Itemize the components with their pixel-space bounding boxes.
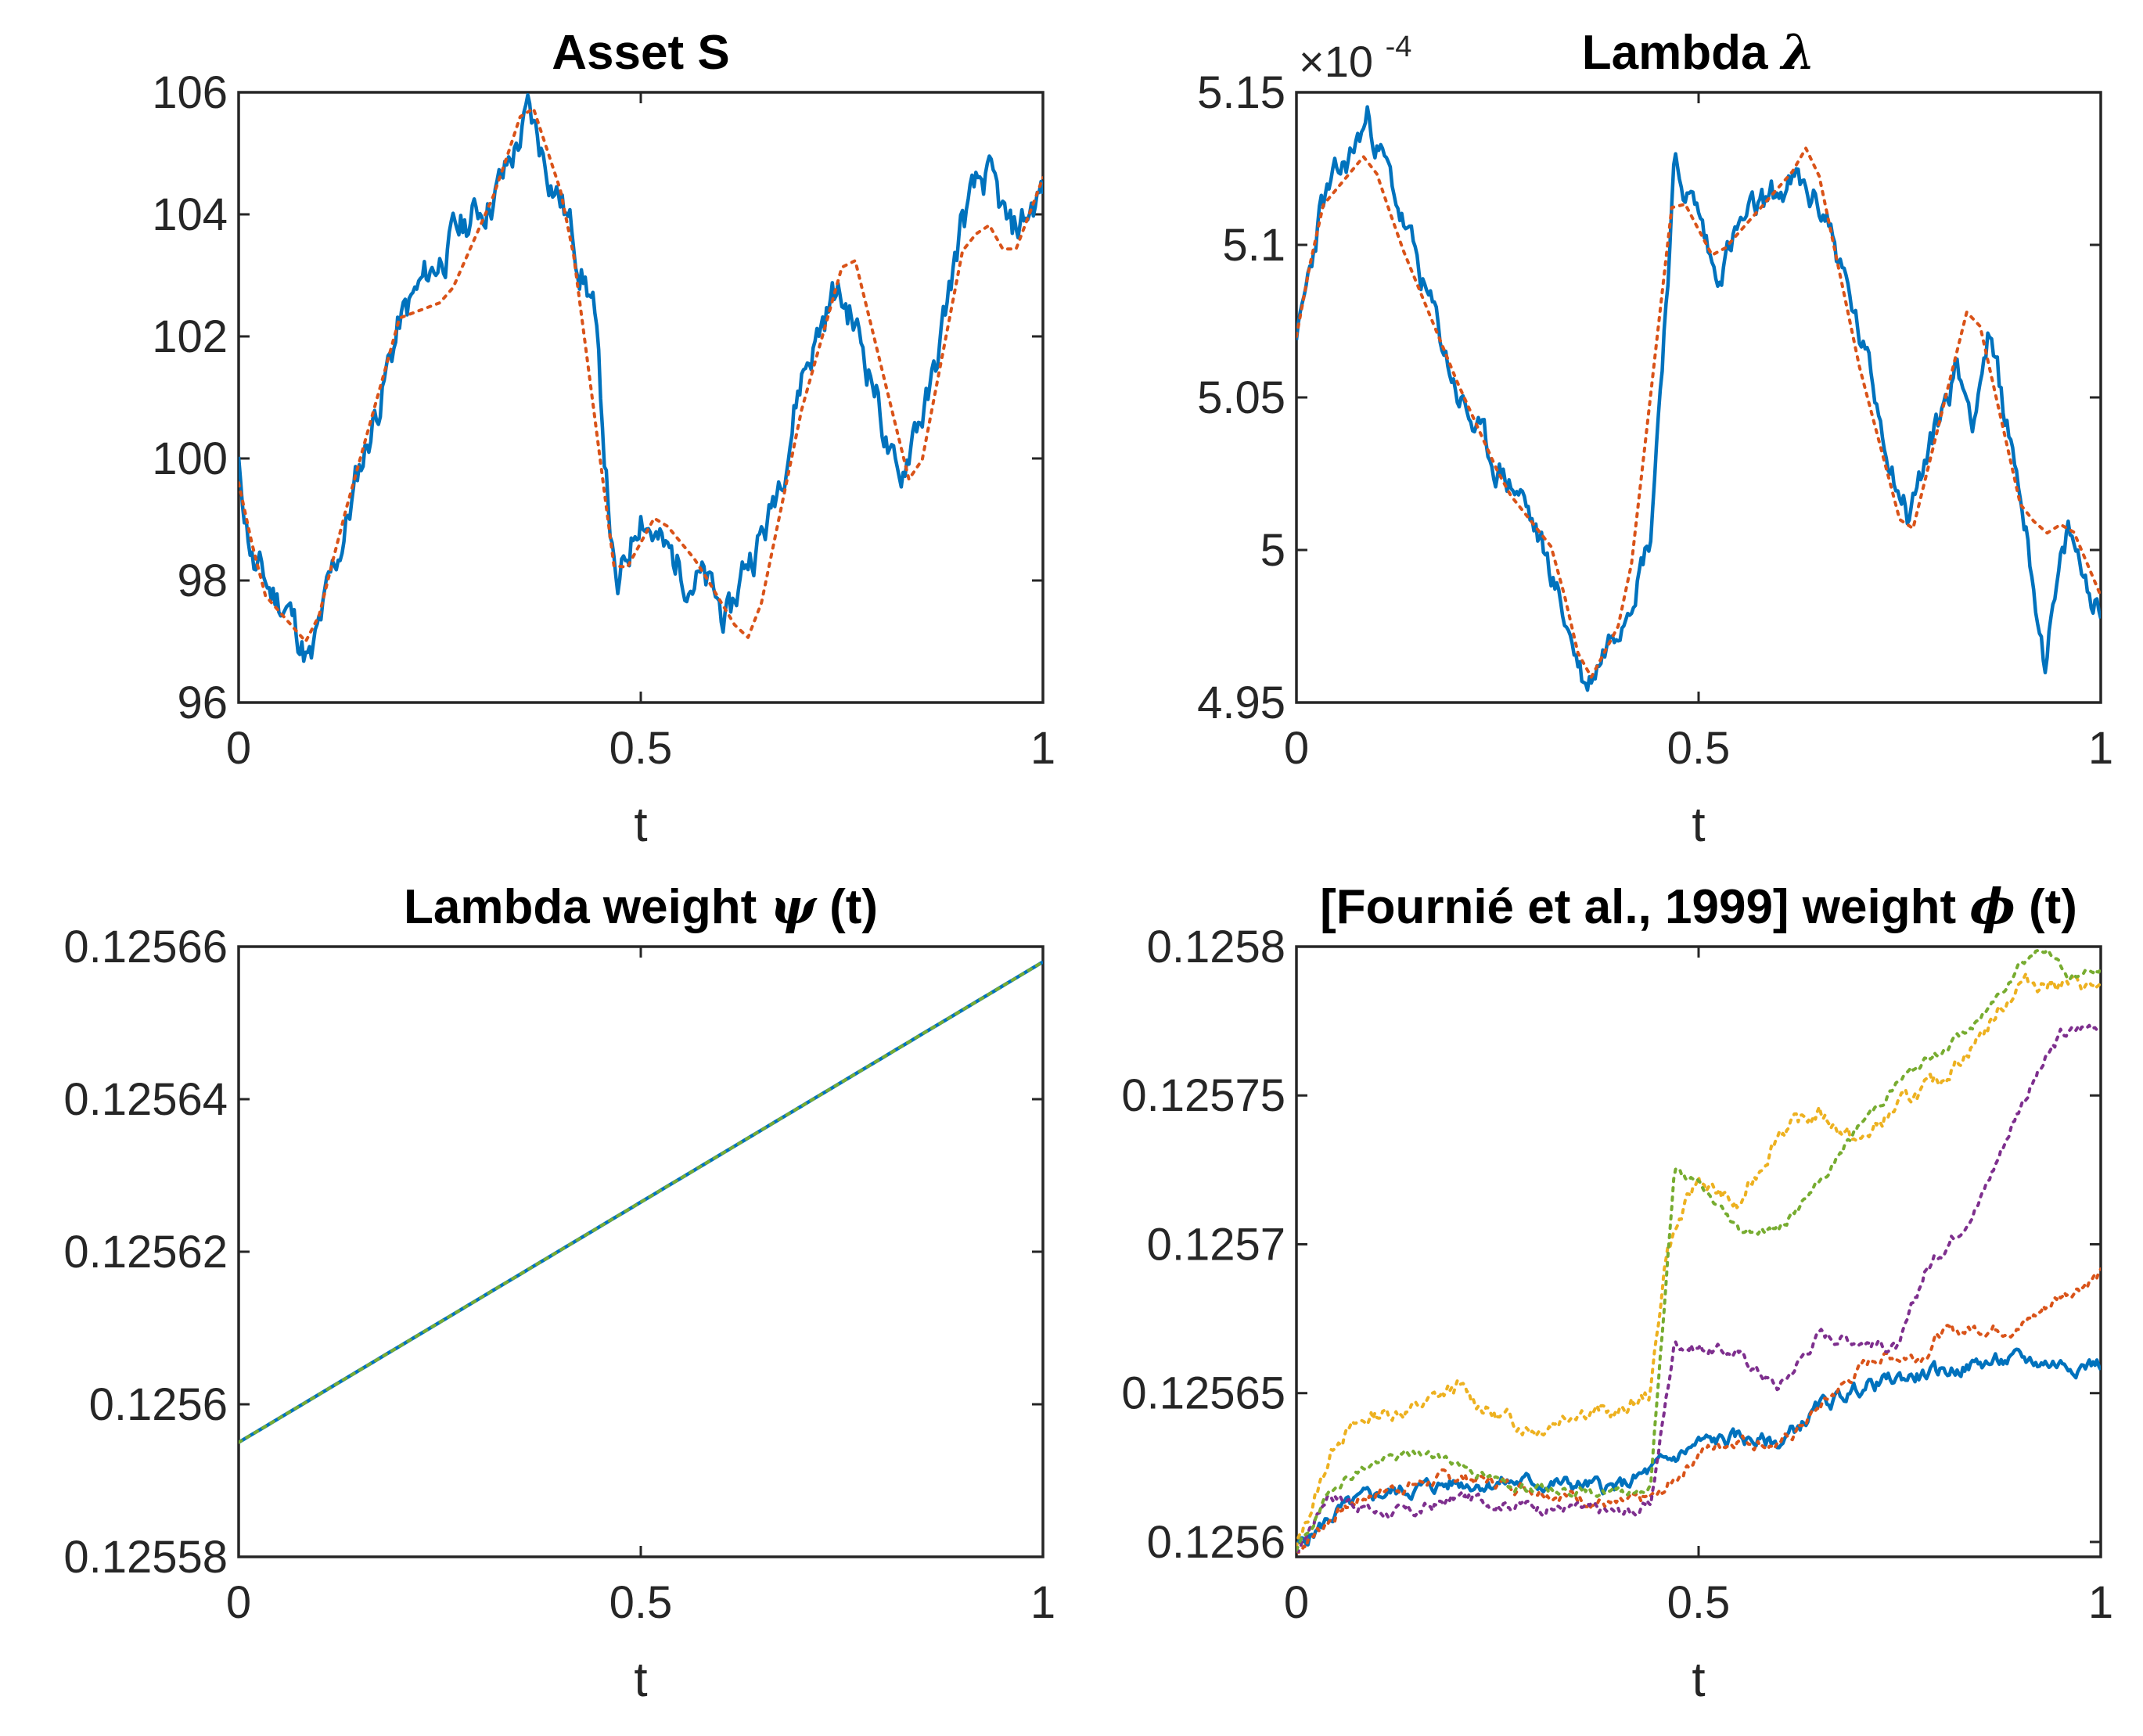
plot-area <box>237 945 1045 1558</box>
series-line-4 <box>1296 1023 2101 1554</box>
panel-lambda: Lambda λ ×10 -4 t 0 0.5 1 4.95 5 5.05 5.… <box>1197 23 2113 852</box>
y-tick-label: 0.1256 <box>89 1379 228 1430</box>
panel-asset-s: Asset S t 0 0.5 1 96 98 100 102 104 106 <box>152 26 1055 852</box>
y-tick-label: 100 <box>152 433 228 484</box>
y-tick-label: 5.1 <box>1222 220 1285 271</box>
y-tick-label: 0.12558 <box>63 1532 228 1583</box>
y-tick-label: 0.1256 <box>1147 1517 1285 1568</box>
x-tick-label: 0 <box>1284 1577 1309 1628</box>
x-axis-label: t <box>634 1653 647 1707</box>
x-ticks: 0 0.5 1 <box>1284 1577 2113 1628</box>
x-tick-label: 1 <box>2088 723 2113 774</box>
y-tick-label: 0.12565 <box>1121 1368 1285 1419</box>
axis-exponent-power: -4 <box>1386 31 1412 63</box>
x-tick-label: 0.5 <box>609 1577 673 1628</box>
series-line-2 <box>1296 1267 2101 1554</box>
chart-title-text: Lambda weight <box>404 880 757 934</box>
chart-title-suffix: (t) <box>2029 880 2077 934</box>
x-axis-label: t <box>1692 798 1705 852</box>
chart-title-text: [Fournié et al., 1999] weight <box>1320 880 1956 934</box>
y-tick-label: 104 <box>152 189 228 240</box>
x-tick-label: 0 <box>226 723 251 774</box>
y-tick-label: 98 <box>177 555 228 606</box>
y-tick-label: 5.05 <box>1197 372 1285 423</box>
chart-title: [Fournié et al., 1999] weight ϕ (t) <box>1320 878 2077 935</box>
psi-symbol: ψ <box>770 878 818 935</box>
y-tick-label: 0.12566 <box>63 922 228 972</box>
series-line-1 <box>1296 1347 2101 1547</box>
chart-title-text: Lambda <box>1582 26 1768 80</box>
panel-lambda-weight: Lambda weight ψ (t) t 0 0.5 1 0.12558 0.… <box>63 878 1055 1707</box>
y-tick-label: 96 <box>177 678 228 728</box>
x-tick-label: 1 <box>1030 1577 1055 1628</box>
y-tick-label: 5 <box>1260 525 1285 576</box>
y-ticks: 0.12558 0.1256 0.12562 0.12564 0.12566 <box>63 922 228 1583</box>
x-tick-label: 1 <box>1030 723 1055 774</box>
chart-title: Asset S <box>552 26 729 80</box>
y-tick-label: 106 <box>152 67 228 118</box>
y-ticks: 96 98 100 102 104 106 <box>152 67 228 728</box>
axis-exponent-base: ×10 <box>1299 37 1373 86</box>
series-line-2 <box>239 960 1043 1444</box>
x-ticks: 0 0.5 1 <box>226 723 1055 774</box>
series-line-1 <box>239 92 1043 663</box>
plot-area <box>237 91 1045 704</box>
x-tick-label: 0 <box>1284 723 1309 774</box>
x-tick-label: 0.5 <box>1667 723 1731 774</box>
plot-area <box>1295 945 2102 1558</box>
y-tick-label: 0.1258 <box>1147 922 1285 972</box>
chart-title-suffix: (t) <box>829 880 878 934</box>
x-axis-label: t <box>634 798 647 852</box>
phi-symbol: ϕ <box>1969 878 2015 935</box>
y-tick-label: 0.12575 <box>1121 1070 1285 1121</box>
tick-marks <box>1295 91 2102 704</box>
x-tick-label: 0.5 <box>1667 1577 1731 1628</box>
series-line-1 <box>1296 105 2101 692</box>
series-lines <box>1296 948 2101 1554</box>
panel-fournie-weight: [Fournié et al., 1999] weight ϕ (t) t 0 … <box>1121 878 2113 1707</box>
series-lines <box>239 960 1043 1444</box>
y-tick-label: 102 <box>152 311 228 362</box>
series-line-3 <box>1296 972 2101 1549</box>
series-line-2 <box>1296 146 2101 679</box>
tick-marks <box>237 945 1045 1558</box>
series-line-5 <box>1296 948 2101 1552</box>
series-lines <box>239 92 1043 663</box>
x-tick-label: 1 <box>2088 1577 2113 1628</box>
axis-exponent: ×10 -4 <box>1299 31 1411 86</box>
y-ticks: 0.1256 0.12565 0.1257 0.12575 0.1258 <box>1121 922 1285 1568</box>
plot-area <box>1295 91 2102 704</box>
y-tick-label: 4.95 <box>1197 678 1285 728</box>
x-tick-label: 0 <box>226 1577 251 1628</box>
chart-title: Lambda weight ψ (t) <box>404 878 878 935</box>
chart-title: Lambda λ <box>1582 23 1815 81</box>
x-tick-label: 0.5 <box>609 723 673 774</box>
y-tick-label: 0.1257 <box>1147 1219 1285 1270</box>
y-ticks: 4.95 5 5.05 5.1 5.15 <box>1197 67 1285 728</box>
y-tick-label: 5.15 <box>1197 67 1285 118</box>
x-ticks: 0 0.5 1 <box>1284 723 2113 774</box>
series-line-2 <box>239 106 1043 643</box>
x-ticks: 0 0.5 1 <box>226 1577 1055 1628</box>
lambda-symbol: λ <box>1779 23 1815 81</box>
y-tick-label: 0.12564 <box>63 1074 228 1125</box>
series-lines <box>1296 105 2101 692</box>
x-axis-label: t <box>1692 1653 1705 1707</box>
y-tick-label: 0.12562 <box>63 1227 228 1278</box>
